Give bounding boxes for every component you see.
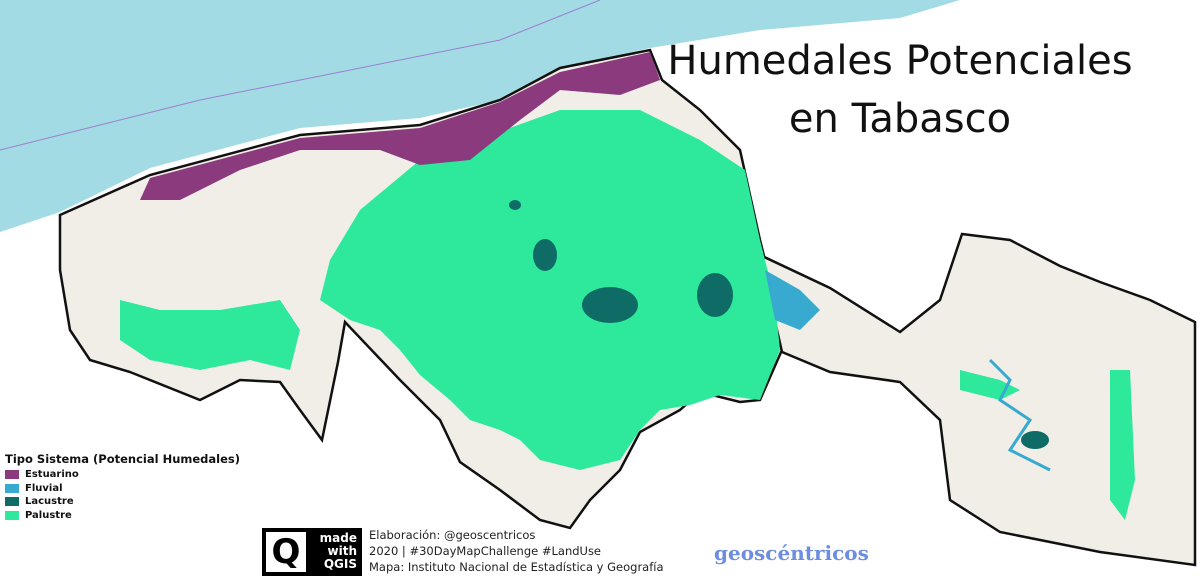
sea (0, 0, 960, 232)
legend-swatch (5, 470, 19, 480)
state-east-region (758, 232, 1197, 567)
legend-item-palustre: Palustre (5, 509, 240, 523)
qgis-text: made (319, 531, 357, 545)
legend-swatch (5, 510, 19, 520)
legend-label: Estuarino (25, 469, 79, 481)
title-line-2: en Tabasco (788, 96, 1012, 142)
estuarino-areas (140, 52, 660, 200)
credit-author: Elaboración: @geoscentricos (369, 528, 536, 542)
legend-label: Lacustre (25, 496, 74, 508)
qgis-icon: Q (266, 532, 306, 572)
legend-title: Tipo Sistema (Potencial Humedales) (5, 452, 240, 466)
qgis-text: QGIS (323, 557, 357, 571)
legend: Tipo Sistema (Potencial Humedales) Estua… (5, 452, 240, 522)
credits: Elaboración: @geoscentricos 2020 | #30Da… (369, 527, 664, 575)
credit-source: Mapa: Instituto Nacional de Estadística … (369, 560, 664, 574)
geoscentricos-logo: geoscéntricos (714, 541, 869, 565)
qgis-text: with (327, 544, 357, 558)
made-with-qgis-logo: Q made with QGIS (262, 528, 362, 576)
legend-swatch (5, 483, 19, 493)
legend-item-estuarino: Estuarino (5, 468, 240, 482)
legend-label: Fluvial (25, 482, 63, 494)
credit-challenge: 2020 | #30DayMapChallenge #LandUse (369, 544, 602, 558)
palustre-areas (120, 110, 1135, 520)
title-line-1: Humedales Potenciales (667, 38, 1133, 84)
map-title: Humedales Potenciales en Tabasco (600, 32, 1200, 148)
fluvial-areas (765, 270, 1051, 472)
legend-label: Palustre (25, 509, 72, 521)
legend-item-fluvial: Fluvial (5, 482, 240, 496)
legend-item-lacustre: Lacustre (5, 495, 240, 509)
maritime-boundary (0, 0, 601, 151)
legend-swatch (5, 497, 19, 507)
lacustre-areas (509, 200, 1049, 449)
